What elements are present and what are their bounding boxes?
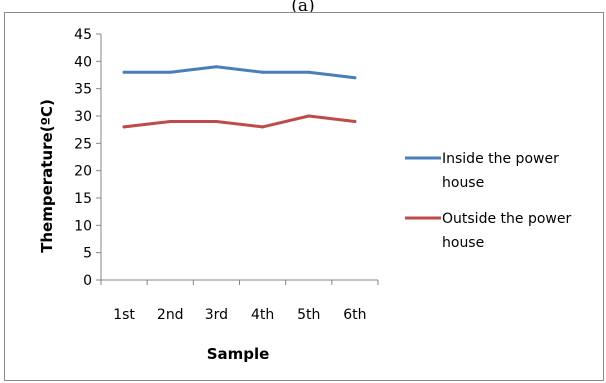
data-point bbox=[214, 65, 218, 69]
x-tick-label: 6th bbox=[343, 307, 366, 323]
y-tick-label: 45 bbox=[74, 27, 92, 43]
legend-label: Outside the power bbox=[442, 211, 571, 227]
y-tick-label: 30 bbox=[74, 109, 92, 125]
y-tick-label: 25 bbox=[74, 136, 92, 152]
x-tick-label: 3rd bbox=[205, 307, 228, 323]
data-point bbox=[307, 114, 311, 118]
x-axis-title: Sample bbox=[207, 345, 270, 363]
data-point bbox=[307, 70, 311, 74]
x-tick-label: 2nd bbox=[157, 307, 184, 323]
data-point bbox=[168, 119, 172, 123]
data-point bbox=[353, 76, 357, 80]
series-line-1 bbox=[122, 114, 357, 129]
legend-label: house bbox=[442, 175, 484, 191]
y-tick-label: 20 bbox=[74, 164, 92, 180]
series-lines bbox=[122, 65, 357, 129]
y-axis-title: Themperature(ºC) bbox=[38, 99, 56, 253]
y-tick-label: 5 bbox=[83, 246, 92, 262]
data-point bbox=[122, 70, 126, 74]
x-tick-label: 4th bbox=[251, 307, 274, 323]
data-point bbox=[168, 70, 172, 74]
series-line-0 bbox=[122, 65, 357, 80]
data-point bbox=[261, 70, 265, 74]
y-tick-label: 40 bbox=[74, 54, 92, 70]
chart-frame bbox=[4, 12, 604, 381]
data-point bbox=[122, 125, 126, 129]
x-tick-label: 5th bbox=[297, 307, 320, 323]
y-tick-label: 0 bbox=[83, 273, 92, 289]
data-point bbox=[214, 119, 218, 123]
legend: Inside the power house Outside the power ho… bbox=[405, 151, 571, 251]
x-tick-label: 1st bbox=[113, 307, 135, 323]
x-axis: 1st 2nd 3rd 4th 5th 6th bbox=[100, 279, 379, 323]
y-tick-label: 35 bbox=[74, 82, 92, 98]
legend-label: house bbox=[442, 235, 484, 251]
legend-label: Inside the power bbox=[442, 151, 559, 167]
data-point bbox=[353, 119, 357, 123]
data-point bbox=[261, 125, 265, 129]
y-axis: 0 5 10 15 20 25 30 35 40 45 bbox=[74, 27, 102, 289]
y-tick-label: 10 bbox=[74, 218, 92, 234]
figure-label: (a) bbox=[291, 0, 315, 12]
y-tick-label: 15 bbox=[74, 191, 92, 207]
